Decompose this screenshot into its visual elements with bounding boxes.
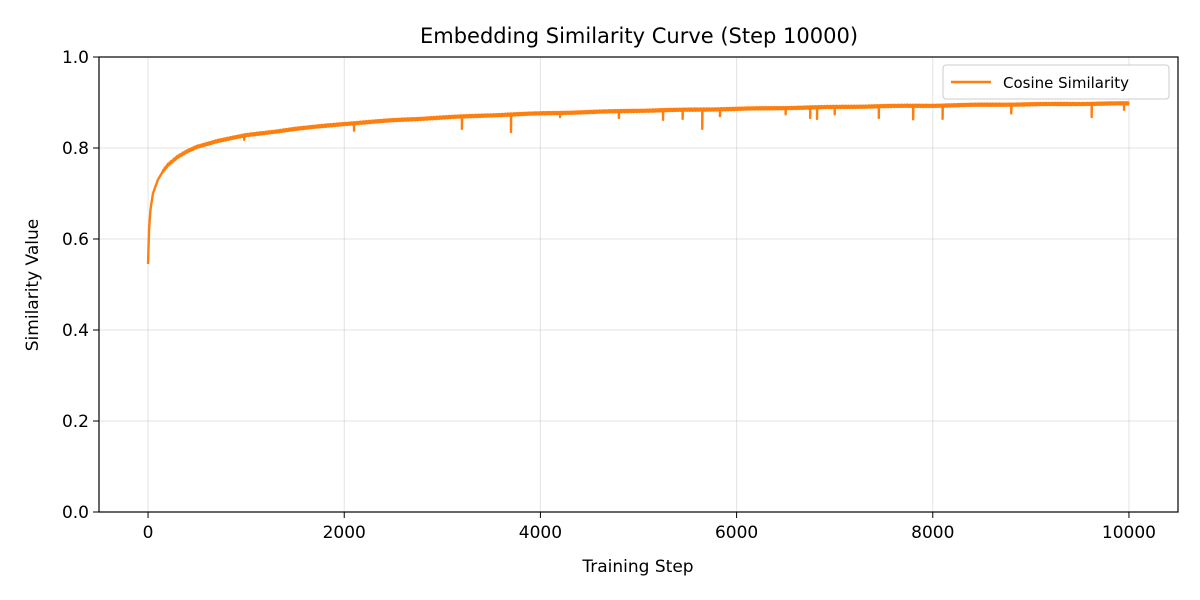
- plot-frame: [98, 56, 1179, 513]
- y-axis-label: Similarity Value: [23, 219, 43, 351]
- series-layer: [146, 101, 1130, 265]
- x-tick-label: 10000: [1102, 523, 1156, 543]
- y-tick-label: 0.6: [62, 230, 89, 250]
- x-tick-label: 8000: [911, 523, 954, 543]
- x-tick-label: 6000: [715, 523, 758, 543]
- x-tick-label: 4000: [519, 523, 562, 543]
- x-tick-label: 2000: [323, 523, 366, 543]
- y-tick-label: 1.0: [62, 48, 89, 68]
- y-tick-label: 0.8: [62, 139, 89, 159]
- chart-title: Embedding Similarity Curve (Step 10000): [420, 24, 858, 48]
- x-tick-label: 0: [143, 523, 154, 543]
- y-tick-label: 0.0: [62, 503, 89, 523]
- legend: Cosine Similarity: [942, 64, 1170, 100]
- series-line-cosine-similarity: [146, 101, 1130, 265]
- legend-box: [942, 64, 1170, 100]
- y-tick-label: 0.4: [62, 321, 89, 341]
- y-tick-label: 0.2: [62, 412, 89, 432]
- legend-label: Cosine Similarity: [1003, 74, 1129, 92]
- x-axis-label: Training Step: [581, 557, 693, 577]
- ticks: 0 2000 4000 6000 8000 10000 0.0 0.2 0.4 0.6 0.8 1.0: [62, 48, 1156, 543]
